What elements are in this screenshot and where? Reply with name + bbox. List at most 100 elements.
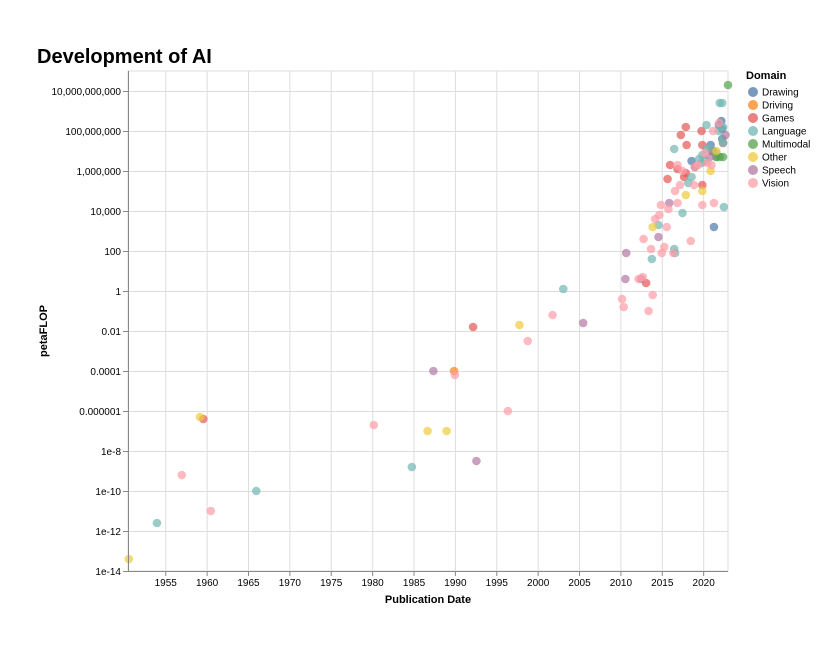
data-point-other <box>681 190 691 200</box>
data-point-games <box>682 140 691 150</box>
data-point-other <box>515 320 524 330</box>
data-point-language <box>702 120 711 130</box>
data-point-drawing <box>709 222 719 232</box>
x-tick-label: 1960 <box>196 578 219 589</box>
data-point-vision <box>700 148 710 158</box>
data-point-games <box>676 130 686 140</box>
data-point-language <box>687 172 696 182</box>
data-point-vision <box>638 272 648 282</box>
legend-label-drawing: Drawing <box>762 88 799 99</box>
y-tick-label: 1 <box>115 287 121 298</box>
data-point-language <box>559 284 568 294</box>
x-tick-label: 1985 <box>403 578 426 589</box>
data-point-vision <box>656 200 666 210</box>
data-point-vision <box>644 306 653 316</box>
data-point-vision <box>369 420 379 430</box>
y-axis-title: petaFLOP <box>38 305 50 357</box>
x-tick-label: 2000 <box>527 578 550 589</box>
data-point-other <box>648 222 657 232</box>
x-tick-label: 2010 <box>610 578 633 589</box>
legend-item-drawing: Drawing <box>748 87 799 99</box>
y-tick-label: 100 <box>104 247 121 258</box>
data-point-language <box>678 208 687 218</box>
data-point-language <box>647 254 657 264</box>
data-point-language <box>717 98 727 108</box>
legend-label-language: Language <box>762 127 807 138</box>
data-point-vision <box>707 160 716 170</box>
data-point-speech <box>429 366 438 376</box>
data-point-language <box>669 144 679 154</box>
data-point-vision <box>646 244 656 254</box>
legend-label-multimodal: Multimodal <box>762 140 810 151</box>
legend-item-driving: Driving <box>748 100 793 112</box>
legend-symbol-speech <box>748 165 758 175</box>
data-point-vision <box>678 166 687 176</box>
x-tick-label: 2005 <box>568 578 591 589</box>
chart-title: Development of AI <box>37 46 212 68</box>
data-point-speech <box>721 130 730 140</box>
data-point-vision <box>708 126 718 136</box>
data-point-multimodal <box>723 80 733 90</box>
data-point-games <box>663 174 672 184</box>
data-point-vision <box>673 198 682 208</box>
data-point-vision <box>673 160 682 170</box>
y-tick-label: 1e-10 <box>95 487 121 498</box>
data-point-vision <box>662 222 672 232</box>
grid-lines <box>127 70 729 572</box>
data-point-vision <box>523 336 533 346</box>
axes: 1955 1960 1965 1970 1975 1980 1985 1990 1995 2000… <box>51 71 728 589</box>
data-point-speech <box>578 318 588 328</box>
data-point-vision <box>619 302 629 312</box>
x-tick-label: 2020 <box>693 578 716 589</box>
legend-symbol-language <box>748 126 758 136</box>
data-point-vision <box>693 160 703 170</box>
legend: Domain Drawing Driving Games Language Multim… <box>746 70 810 190</box>
data-point-language <box>251 486 261 496</box>
data-point-vision <box>709 198 719 208</box>
legend-item-speech: Speech <box>748 165 796 177</box>
legend-title: Domain <box>746 70 787 82</box>
y-tick-label: 1e-8 <box>101 447 121 458</box>
data-point-vision <box>639 234 648 244</box>
data-point-language <box>719 202 729 212</box>
data-point-games <box>468 322 478 332</box>
x-tick-label: 1965 <box>237 578 260 589</box>
data-point-other <box>698 186 707 196</box>
data-points <box>124 80 733 564</box>
data-point-speech <box>654 232 663 242</box>
data-point-vision <box>450 370 460 380</box>
legend-item-games: Games <box>748 113 794 125</box>
data-point-vision <box>659 242 669 252</box>
data-point-vision <box>675 180 685 190</box>
x-tick-label: 1995 <box>486 578 509 589</box>
plot-frame <box>127 70 729 572</box>
data-point-multimodal <box>718 152 728 162</box>
data-point-games <box>698 180 707 190</box>
data-point-speech <box>621 248 631 258</box>
x-tick-label: 1975 <box>320 578 343 589</box>
legend-label-vision: Vision <box>762 179 789 190</box>
data-point-vision <box>670 186 680 196</box>
data-point-vision <box>689 180 699 190</box>
data-point-vision <box>686 236 696 246</box>
x-axis-title: Publication Date <box>385 594 471 606</box>
legend-label-speech: Speech <box>762 166 796 177</box>
x-tick-label: 1970 <box>279 578 302 589</box>
y-tick-label: 1e-12 <box>95 527 121 538</box>
legend-symbol-games <box>748 113 758 123</box>
x-tick-label: 1955 <box>155 578 178 589</box>
data-point-vision <box>714 118 724 128</box>
legend-symbol-vision <box>748 178 758 188</box>
legend-label-driving: Driving <box>762 101 793 112</box>
data-point-other <box>442 426 451 436</box>
data-point-vision <box>206 506 216 516</box>
legend-label-games: Games <box>762 114 794 125</box>
data-point-games <box>681 122 691 132</box>
y-tick-label: 10,000 <box>90 207 121 218</box>
legend-item-multimodal: Multimodal <box>748 139 810 151</box>
legend-symbol-driving <box>748 100 758 110</box>
data-point-vision <box>648 290 657 300</box>
y-tick-label: 100,000,000 <box>65 127 121 138</box>
data-point-other <box>712 146 721 156</box>
data-point-speech <box>472 456 481 466</box>
